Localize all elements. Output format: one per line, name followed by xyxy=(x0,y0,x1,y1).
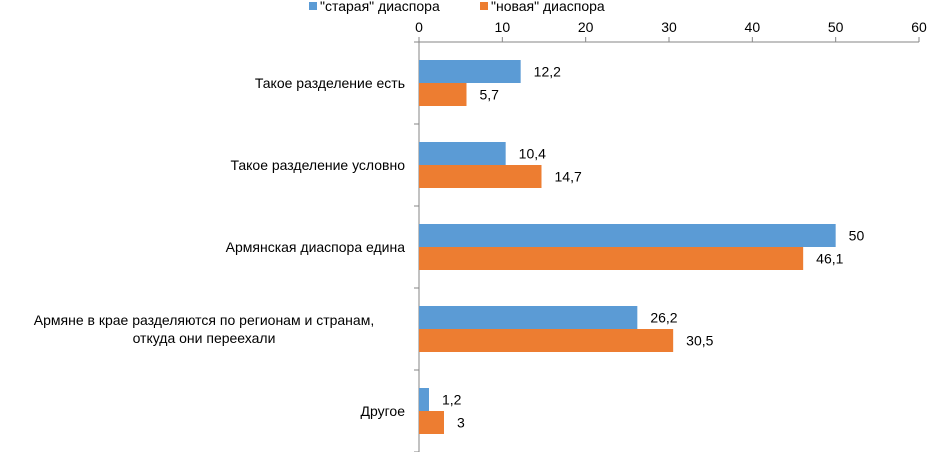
data-labels: 12,2 10,4 50 26,2 1,2 5,7 14,7 46,1 30,5 3 xyxy=(442,64,864,431)
data-label: 50 xyxy=(849,228,865,244)
tick-label: 0 xyxy=(415,19,423,35)
tick-label: 50 xyxy=(828,19,844,35)
bar-new-diaspora xyxy=(419,247,804,270)
data-label: 26,2 xyxy=(650,310,677,326)
bar-old-diaspora xyxy=(419,224,836,247)
bar-old-diaspora xyxy=(419,142,506,165)
bar-new-diaspora xyxy=(419,329,674,352)
category-label: Такое разделение условно xyxy=(230,157,405,173)
value-axis: 0 10 20 30 40 50 60 xyxy=(415,19,927,43)
legend: "старая" диаспора "новая" диаспора xyxy=(309,0,605,14)
category-label: Такое разделение есть xyxy=(255,75,405,91)
tick-label: 40 xyxy=(745,19,761,35)
legend-label-new: "новая" диаспора xyxy=(491,0,605,14)
bar-new-diaspora xyxy=(419,411,444,434)
legend-label-old: "старая" диаспора xyxy=(320,0,440,14)
category-label-line: Армяне в крае разделяются по регионам и … xyxy=(34,312,374,328)
legend-swatch-new xyxy=(480,2,488,10)
bar-new-diaspora xyxy=(419,83,467,106)
tick-label: 20 xyxy=(578,19,594,35)
data-label: 46,1 xyxy=(816,251,843,267)
bar-old-diaspora xyxy=(419,388,429,411)
category-axis: Такое разделение есть Такое разделение ус… xyxy=(34,41,420,452)
bar-old-diaspora xyxy=(419,60,521,83)
category-label-line: Такое разделение условно xyxy=(230,157,405,173)
tick-label: 10 xyxy=(495,19,511,35)
bar-old-diaspora xyxy=(419,306,638,329)
category-label-line: откуда они переехали xyxy=(133,330,276,346)
tick-label: 30 xyxy=(661,19,677,35)
category-label: Армянская диаспора едина xyxy=(226,239,406,255)
category-label: Другое xyxy=(361,403,406,419)
bar-new-diaspora xyxy=(419,165,542,188)
data-label: 30,5 xyxy=(686,333,713,349)
data-label: 5,7 xyxy=(480,87,500,103)
category-label: Армяне в крае разделяются по регионам и … xyxy=(34,312,374,346)
bars xyxy=(419,60,836,434)
data-label: 1,2 xyxy=(442,392,462,408)
tick-label: 60 xyxy=(911,19,927,35)
category-label-line: Другое xyxy=(361,403,406,419)
category-label-line: Такое разделение есть xyxy=(255,75,405,91)
data-label: 14,7 xyxy=(555,169,582,185)
data-label: 3 xyxy=(457,415,465,431)
category-label-line: Армянская диаспора едина xyxy=(226,239,406,255)
data-label: 10,4 xyxy=(519,146,546,162)
data-label: 12,2 xyxy=(534,64,561,80)
legend-swatch-old xyxy=(309,2,317,10)
